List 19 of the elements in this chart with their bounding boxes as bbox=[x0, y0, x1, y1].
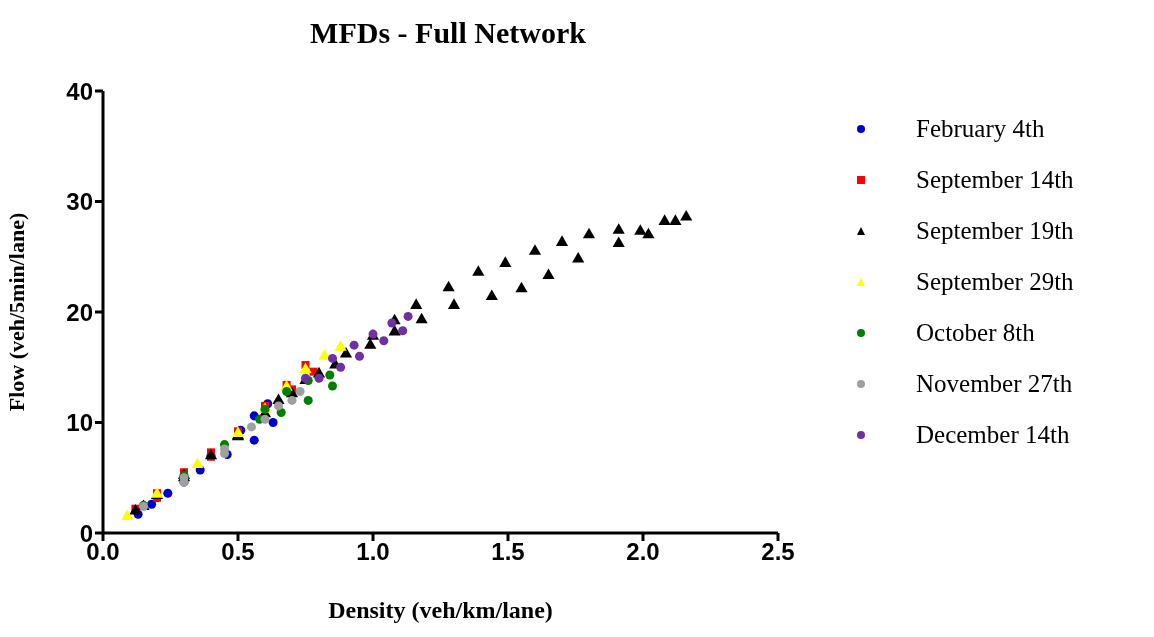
legend-label: November 27th bbox=[916, 369, 1073, 398]
x-tick-label: 1.0 bbox=[356, 538, 390, 566]
x-tick-label: 0.5 bbox=[221, 538, 255, 566]
x-axis-title: Density (veh/km/lane) bbox=[328, 597, 553, 623]
x-tick-label: 2.5 bbox=[761, 538, 795, 566]
legend-label: February 4th bbox=[916, 114, 1045, 143]
y-tick-label: 40 bbox=[66, 77, 93, 105]
y-tick-label: 30 bbox=[66, 188, 93, 216]
legend-label: October 8th bbox=[916, 318, 1035, 347]
legend-label: September 14th bbox=[916, 165, 1074, 194]
chart-title: MFDs - Full Network bbox=[309, 16, 587, 50]
legend-label: December 14th bbox=[916, 420, 1070, 449]
y-tick-label: 10 bbox=[66, 409, 93, 437]
x-tick-label: 2.0 bbox=[626, 538, 660, 566]
y-axis-title: Flow (veh/5min/lane) bbox=[3, 212, 29, 412]
x-tick-label: 1.5 bbox=[491, 538, 525, 566]
legend-label: September 29th bbox=[916, 267, 1074, 296]
legend-label: September 19th bbox=[916, 216, 1074, 245]
y-tick-label: 20 bbox=[66, 298, 93, 326]
